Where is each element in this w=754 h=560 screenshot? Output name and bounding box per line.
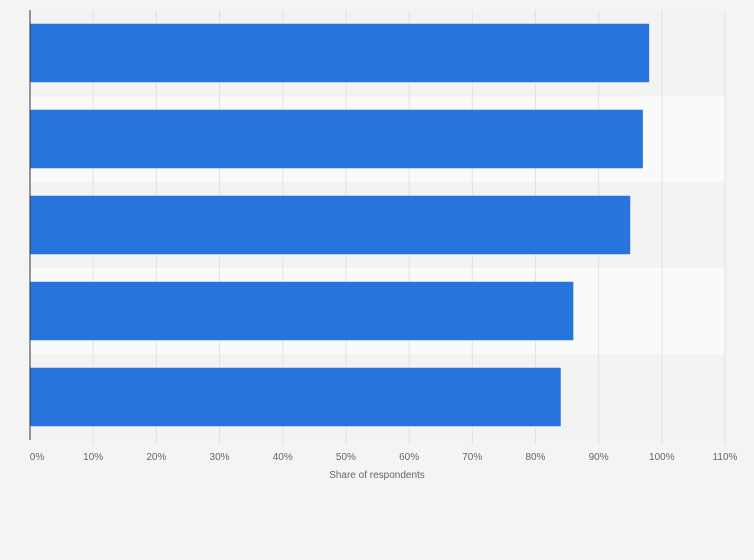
x-tick-label: 110% <box>713 452 738 463</box>
x-tick-label: 100% <box>649 452 675 463</box>
x-axis-title: Share of respondents <box>329 470 425 481</box>
x-tick-label: 30% <box>210 452 230 463</box>
x-tick-label: 0% <box>30 452 45 463</box>
x-tick-label: 90% <box>589 452 609 463</box>
x-tick-label: 10% <box>83 452 103 463</box>
bar <box>30 109 643 169</box>
x-tick-labels: 0% 10% 20% 30% 40% 50% 60% 70% 80% 90% 100% 110% <box>30 452 738 463</box>
bar <box>30 23 650 83</box>
bar <box>30 195 631 255</box>
x-tick-label: 60% <box>399 452 419 463</box>
x-tick-label: 20% <box>146 452 166 463</box>
x-tick-label: 80% <box>525 452 545 463</box>
bar <box>30 281 574 341</box>
x-tick-label: 40% <box>273 452 293 463</box>
x-tick-label: 50% <box>336 452 356 463</box>
bar <box>30 367 561 427</box>
x-tick-label: 70% <box>462 452 482 463</box>
bars <box>30 23 650 427</box>
